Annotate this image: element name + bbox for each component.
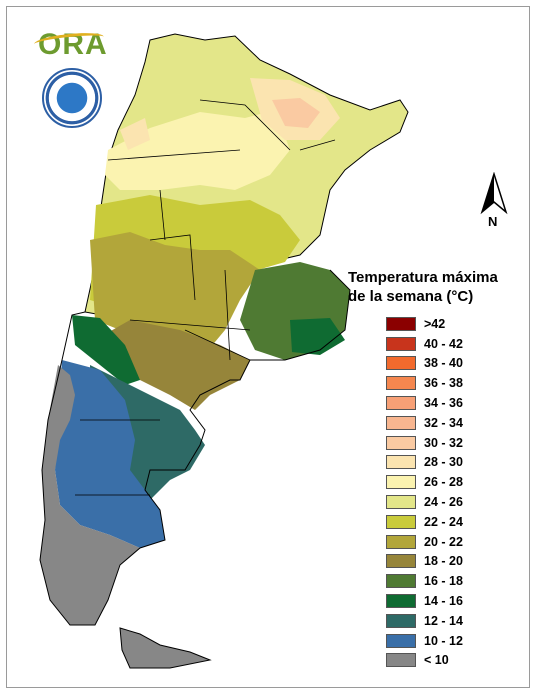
legend-label: 24 - 26 [424, 495, 463, 510]
institution-seal-icon [42, 68, 102, 128]
north-arrow-icon [480, 172, 508, 215]
legend-label: 26 - 28 [424, 475, 463, 490]
legend-item: 20 - 22 [386, 532, 518, 552]
legend-item: 30 - 32 [386, 433, 518, 453]
zone-below-10 [40, 365, 140, 625]
zone-28-30-nw [120, 118, 150, 150]
legend-item: 32 - 34 [386, 413, 518, 433]
legend-label: 40 - 42 [424, 336, 463, 351]
legend-label: 16 - 18 [424, 574, 463, 589]
legend-swatch [386, 554, 416, 569]
legend-label: 38 - 40 [424, 356, 463, 371]
map-frame [6, 6, 530, 688]
legend-swatch [386, 495, 416, 510]
legend-label: 18 - 20 [424, 554, 463, 569]
legend-item: 38 - 40 [386, 354, 518, 374]
legend-title-line1: Temperatura máxima [348, 269, 498, 286]
legend-swatch [386, 316, 416, 331]
legend-swatch [386, 653, 416, 668]
tierra-del-fuego [119, 627, 212, 669]
legend-label: 22 - 24 [424, 514, 463, 529]
zone-30-32-ne [272, 98, 320, 128]
legend-swatch [386, 415, 416, 430]
legend-label: 28 - 30 [424, 455, 463, 470]
legend-label: < 10 [424, 653, 449, 668]
legend-swatch [386, 455, 416, 470]
legend: Temperatura máxima de la semana (°C) >42… [348, 268, 518, 670]
ora-logo: ORA [33, 28, 108, 62]
legend-label: >42 [424, 316, 446, 331]
legend-title-line2: de la semana (°C) [348, 288, 474, 305]
legend-label: 32 - 34 [424, 415, 463, 430]
zone-14-16-ba [290, 318, 345, 355]
north-label: N [488, 214, 498, 229]
legend-item: >42 [386, 314, 518, 334]
legend-swatch [386, 613, 416, 628]
legend-item: 40 - 42 [386, 334, 518, 354]
legend-swatch [386, 633, 416, 648]
legend-swatch [386, 336, 416, 351]
country-outline-south [39, 269, 351, 626]
legend-list: >42 40 - 42 38 - 40 36 - 38 34 - 36 32 - 34 30… [386, 314, 518, 670]
legend-swatch [386, 594, 416, 609]
legend-swatch [386, 475, 416, 490]
legend-label: 10 - 12 [424, 633, 463, 648]
legend-swatch [386, 514, 416, 529]
legend-label: 14 - 16 [424, 594, 463, 609]
legend-swatch [386, 356, 416, 371]
zone-26-28 [105, 110, 290, 190]
legend-item: 24 - 26 [386, 492, 518, 512]
legend-item: 22 - 24 [386, 512, 518, 532]
legend-item: 14 - 16 [386, 591, 518, 611]
legend-item: 10 - 12 [386, 631, 518, 651]
legend-item: 12 - 14 [386, 611, 518, 631]
legend-title: Temperatura máxima de la semana (°C) [348, 268, 518, 306]
province-borders [75, 99, 336, 496]
legend-swatch [386, 376, 416, 391]
legend-item: 28 - 30 [386, 453, 518, 473]
legend-swatch [386, 435, 416, 450]
legend-swatch [386, 574, 416, 589]
legend-item: 26 - 28 [386, 472, 518, 492]
legend-label: 20 - 22 [424, 534, 463, 549]
zone-10-12 [55, 360, 165, 548]
legend-swatch [386, 534, 416, 549]
legend-item: < 10 [386, 651, 518, 671]
legend-swatch [386, 396, 416, 411]
zone-14-16-andes [72, 315, 140, 385]
legend-item: 16 - 18 [386, 571, 518, 591]
legend-label: 12 - 14 [424, 613, 463, 628]
legend-item: 18 - 20 [386, 552, 518, 572]
legend-label: 36 - 38 [424, 376, 463, 391]
legend-item: 34 - 36 [386, 393, 518, 413]
legend-label: 30 - 32 [424, 435, 463, 450]
legend-label: 34 - 36 [424, 396, 463, 411]
legend-item: 36 - 38 [386, 373, 518, 393]
